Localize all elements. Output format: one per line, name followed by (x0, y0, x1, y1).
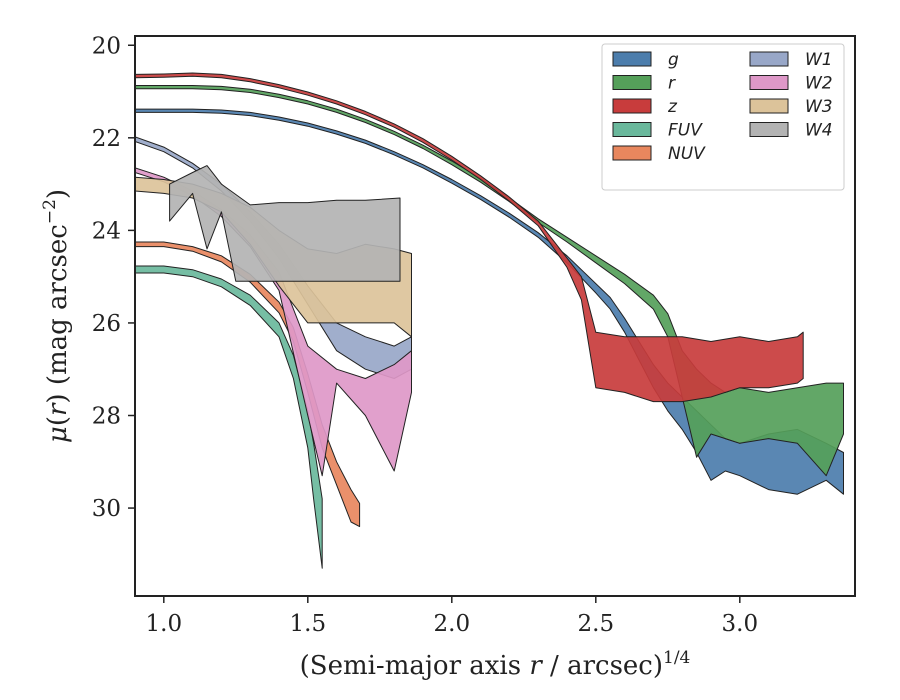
y-tick-label: 22 (92, 126, 121, 152)
legend-label-w3: W3 (805, 97, 833, 117)
band-w4 (169, 165, 401, 282)
legend: grz FUV NUV W1 W2 W3 W4 (601, 43, 845, 191)
legend-swatch-g (612, 51, 652, 67)
profile-bands (135, 72, 844, 569)
band-fuv (135, 265, 323, 569)
legend-swatch-w3 (749, 98, 789, 114)
x-tick-label: 1.0 (146, 611, 183, 637)
legend-label-r: r (668, 74, 676, 94)
legend-swatch-r (612, 75, 652, 90)
x-tick-label: 3.0 (722, 611, 759, 637)
legend-label-nuv: NUV (668, 144, 706, 164)
band-z (135, 72, 804, 403)
y-axis-ticks: 20 22 24 26 28 30 (92, 33, 135, 522)
legend-label-fuv: FUV (668, 121, 703, 141)
x-tick-label: 2.5 (578, 611, 615, 637)
x-axis-ticks: 1.0 1.5 2.0 2.5 3.0 (146, 596, 759, 637)
y-tick-label: 30 (92, 496, 121, 522)
y-tick-label: 28 (92, 404, 121, 430)
y-tick-label: 26 (92, 311, 121, 337)
legend-swatch-fuv (612, 122, 652, 137)
legend-swatch-nuv (612, 145, 652, 161)
y-tick-label: 20 (92, 33, 121, 59)
legend-label-w2: W2 (805, 74, 833, 94)
legend-label-z: z (667, 97, 678, 117)
legend-label-w4: W4 (805, 121, 833, 141)
y-tick-label: 24 (92, 218, 121, 244)
band-r (135, 85, 844, 477)
x-tick-label: 1.5 (290, 611, 327, 637)
y-axis-label: μ(r) (mag arcsec−2) (40, 189, 73, 443)
x-tick-label: 2.0 (434, 611, 471, 637)
legend-label-g: g (668, 50, 679, 70)
legend-swatch-z (612, 98, 652, 114)
legend-swatch-w4 (749, 122, 789, 137)
legend-label-w1: W1 (805, 50, 833, 70)
x-axis-label: (Semi-major axis r / arcsec)1/4 (300, 648, 691, 681)
plot-frame (134, 35, 856, 597)
legend-swatch-w1 (749, 51, 789, 67)
legend-swatch-w2 (749, 75, 789, 90)
